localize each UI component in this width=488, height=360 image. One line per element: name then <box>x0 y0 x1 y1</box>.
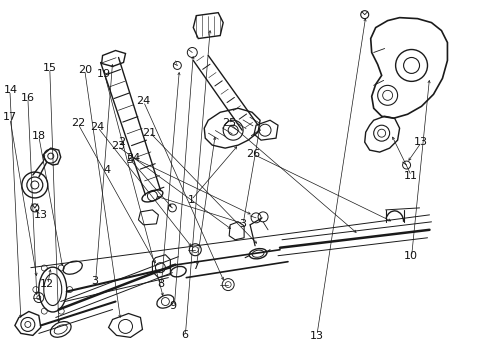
Text: 16: 16 <box>20 93 35 103</box>
Text: 11: 11 <box>404 171 417 181</box>
Text: 7: 7 <box>192 261 199 271</box>
Text: 9: 9 <box>169 301 176 311</box>
Text: 13: 13 <box>34 210 48 220</box>
Text: 18: 18 <box>32 131 46 141</box>
Text: 8: 8 <box>157 279 164 289</box>
Text: 1: 1 <box>187 195 194 205</box>
Text: 24: 24 <box>136 96 150 106</box>
Text: 14: 14 <box>3 85 18 95</box>
Text: 21: 21 <box>142 128 156 138</box>
Text: 25: 25 <box>222 118 236 128</box>
Text: 5: 5 <box>126 155 133 165</box>
Text: 6: 6 <box>181 330 188 340</box>
Text: 3: 3 <box>239 219 246 229</box>
Text: 24: 24 <box>90 122 104 132</box>
Text: 2: 2 <box>118 138 125 147</box>
Text: 10: 10 <box>404 251 417 261</box>
Text: 13: 13 <box>309 331 323 341</box>
Text: 12: 12 <box>40 279 54 289</box>
Text: 19: 19 <box>97 69 111 79</box>
Text: 23: 23 <box>111 141 125 151</box>
Text: 13: 13 <box>413 138 427 147</box>
Text: 4: 4 <box>103 165 110 175</box>
Text: 15: 15 <box>42 63 57 73</box>
Text: 17: 17 <box>2 112 17 122</box>
Text: 20: 20 <box>78 64 92 75</box>
Text: 24: 24 <box>126 153 141 163</box>
Text: 26: 26 <box>246 149 260 159</box>
Text: 22: 22 <box>71 118 85 128</box>
Text: 3: 3 <box>91 276 98 286</box>
